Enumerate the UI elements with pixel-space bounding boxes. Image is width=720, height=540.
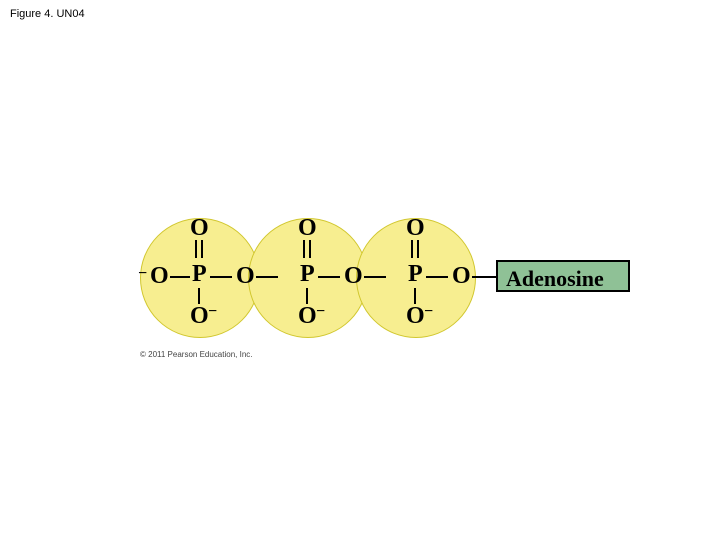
atom-o-bridge-1: O bbox=[236, 264, 255, 288]
bond-h-3a bbox=[426, 276, 448, 278]
charge-left: − bbox=[138, 266, 147, 282]
bond-v-2 bbox=[306, 288, 308, 304]
figure-label: Figure 4. UN04 bbox=[10, 8, 85, 20]
bond-v-3 bbox=[414, 288, 416, 304]
atp-diagram: − O O P O − O O P O − O O P O − O Adenos… bbox=[140, 200, 620, 360]
charge-bot-3: − bbox=[424, 304, 433, 320]
bond-h-1a bbox=[210, 276, 232, 278]
bond-h-to-adenosine bbox=[472, 276, 496, 278]
atom-o-left-terminal: O bbox=[150, 264, 169, 288]
bond-h-2b bbox=[364, 276, 386, 278]
atom-o-bot-3: O bbox=[406, 304, 425, 328]
atom-o-top-1: O bbox=[190, 216, 209, 240]
adenosine-box: Adenosine bbox=[496, 260, 630, 292]
copyright: © 2011 Pearson Education, Inc. bbox=[140, 350, 252, 359]
bond-h-left bbox=[170, 276, 190, 278]
bond-h-1b bbox=[256, 276, 278, 278]
atom-o-bot-1: O bbox=[190, 304, 209, 328]
atom-o-top-3: O bbox=[406, 216, 425, 240]
atom-o-top-2: O bbox=[298, 216, 317, 240]
bond-double-2 bbox=[303, 240, 311, 258]
bond-double-3 bbox=[411, 240, 419, 258]
adenosine-label: Adenosine bbox=[506, 266, 604, 291]
charge-bot-1: − bbox=[208, 304, 217, 320]
atom-o-bridge-2: O bbox=[344, 264, 363, 288]
charge-bot-2: − bbox=[316, 304, 325, 320]
bond-double-1 bbox=[195, 240, 203, 258]
atom-o-right-terminal: O bbox=[452, 264, 471, 288]
bond-h-2a bbox=[318, 276, 340, 278]
atom-p-3: P bbox=[408, 262, 423, 286]
atom-p-1: P bbox=[192, 262, 207, 286]
atom-o-bot-2: O bbox=[298, 304, 317, 328]
bond-v-1 bbox=[198, 288, 200, 304]
atom-p-2: P bbox=[300, 262, 315, 286]
